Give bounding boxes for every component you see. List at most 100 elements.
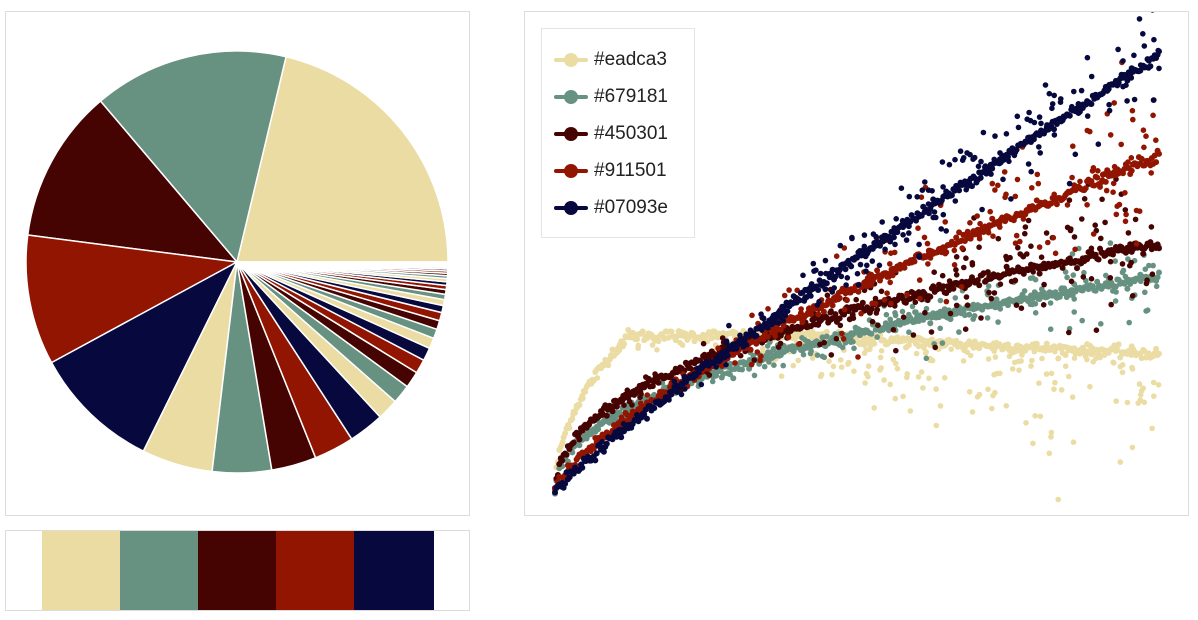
scatter-point [1078, 87, 1085, 94]
scatter-point [765, 306, 771, 312]
scatter-point [1025, 217, 1032, 224]
scatter-point [886, 327, 892, 334]
scatter-point [973, 227, 979, 234]
scatter-point [1036, 144, 1042, 150]
scatter-point [1038, 120, 1044, 127]
scatter-point [655, 393, 662, 399]
scatter-point [952, 156, 958, 163]
scatter-point [1138, 355, 1145, 362]
scatter-point [766, 359, 772, 365]
scatter-point [907, 408, 914, 414]
scatter-point [1002, 218, 1009, 225]
scatter-point [1080, 274, 1087, 280]
scatter-point [963, 233, 969, 239]
scatter-point [1075, 110, 1082, 116]
scatter-point [1108, 301, 1114, 308]
scatter-point [777, 340, 784, 347]
scatter-point [893, 216, 899, 222]
scatter-point [976, 244, 982, 250]
pie-slice [99, 50, 287, 263]
scatter-point [901, 264, 908, 271]
scatter-point [746, 357, 753, 363]
scatter-point [1154, 351, 1160, 358]
scatter-point [1136, 381, 1143, 387]
legend-label: #eadca3 [594, 49, 667, 70]
scatter-point [1030, 440, 1036, 447]
scatter-point [1118, 141, 1124, 148]
scatter-point [867, 346, 873, 353]
scatter-point [1065, 373, 1072, 380]
scatter-point [970, 316, 976, 322]
scatter-point [1130, 161, 1136, 167]
scatter-point [910, 332, 917, 338]
scatter-point [1133, 241, 1140, 247]
scatter-point [699, 364, 705, 371]
scatter-point [690, 330, 697, 337]
scatter-point [903, 237, 910, 243]
scatter-point [797, 346, 803, 352]
scatter-point [805, 339, 811, 346]
scatter-point [1061, 287, 1067, 294]
scatter-point [1137, 278, 1144, 285]
scatter-chart-panel: #eadca3 #679181 #450301 #911501 #07093e [524, 11, 1189, 516]
scatter-point [1131, 52, 1137, 59]
scatter-point [1018, 358, 1024, 364]
scatter-point [900, 393, 906, 400]
scatter-point [1122, 218, 1129, 225]
scatter-point [599, 444, 605, 451]
scatter-point [1140, 127, 1147, 133]
scatter-point [823, 270, 829, 277]
scatter-point [1017, 238, 1023, 245]
scatter-point [925, 201, 932, 207]
scatter-point [1140, 385, 1146, 392]
scatter-point [854, 270, 861, 277]
scatter-point [1084, 54, 1091, 61]
scatter-point [781, 292, 788, 299]
scatter-point [1120, 267, 1127, 274]
scatter-point [1036, 270, 1043, 277]
scatter-point [894, 365, 901, 372]
scatter-point [1112, 258, 1118, 264]
scatter-point [956, 187, 963, 194]
scatter-point [912, 318, 919, 325]
scatter-point [668, 328, 675, 335]
scatter-point [814, 352, 821, 359]
scatter-point [915, 225, 921, 231]
scatter-point [929, 314, 935, 321]
scatter-point [891, 234, 897, 241]
scatter-point [1114, 346, 1121, 353]
scatter-point [963, 255, 969, 261]
scatter-point [849, 235, 855, 242]
scatter-point [920, 385, 926, 391]
scatter-point [885, 233, 892, 240]
scatter-point [942, 219, 948, 225]
scatter-point [567, 443, 573, 449]
scatter-point [719, 335, 726, 341]
scatter-point [1128, 75, 1135, 81]
scatter-point [963, 186, 969, 193]
scatter-point [1045, 239, 1051, 246]
scatter-point [1020, 294, 1026, 300]
scatter-point [1107, 240, 1114, 246]
scatter-point [1032, 301, 1039, 307]
scatter-point [1043, 340, 1050, 347]
scatter-point [1069, 394, 1076, 400]
scatter-point [962, 326, 969, 333]
scatter-point [1008, 278, 1015, 285]
scatter-point [933, 422, 940, 429]
scatter-point [790, 314, 796, 321]
scatter-point [991, 348, 997, 355]
scatter-point [882, 246, 888, 253]
scatter-point [976, 282, 983, 289]
scatter-point [1140, 31, 1146, 37]
scatter-point [932, 344, 938, 351]
scatter-point [1014, 113, 1021, 120]
scatter-point [1066, 197, 1073, 203]
scatter-point [1070, 439, 1077, 446]
scatter-point [961, 238, 968, 244]
scatter-point [713, 364, 719, 370]
scatter-point [1153, 159, 1160, 166]
scatter-point [740, 341, 746, 348]
scatter-point [1016, 346, 1023, 353]
scatter-point [1036, 114, 1043, 120]
